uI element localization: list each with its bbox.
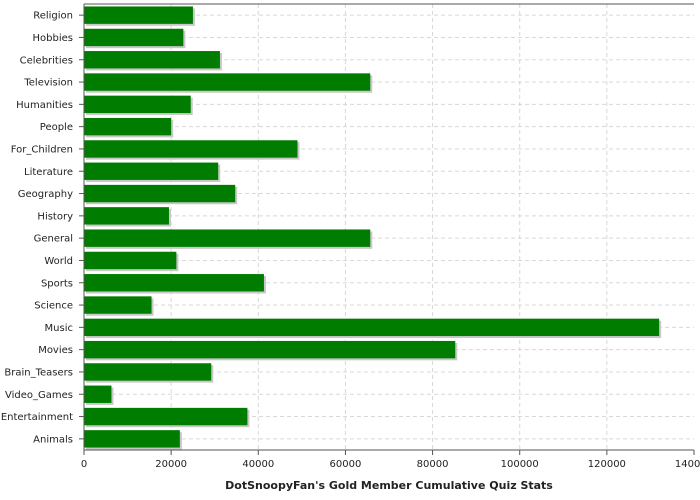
bar-television [84, 73, 371, 91]
category-labels: Religion Hobbies Celebrities Television Huma… [1, 11, 84, 445]
category-label: Celebrities [20, 55, 73, 66]
x-tick-label: 20000 [155, 459, 187, 470]
category-label: Brain_Teasers [4, 367, 73, 378]
grid-lines [84, 4, 694, 450]
category-label: Video_Games [5, 390, 73, 401]
category-label: Geography [18, 189, 73, 200]
bar-geography [84, 184, 236, 203]
category-label: Literature [24, 167, 73, 178]
bar-celebrities [84, 51, 220, 69]
bar-sports [84, 274, 264, 292]
category-label: Entertainment [1, 412, 73, 423]
bars [84, 6, 662, 450]
category-label: Religion [33, 11, 73, 22]
x-tick-label: 60000 [330, 459, 362, 470]
category-label: Sports [41, 278, 73, 289]
category-label: Humanities [16, 100, 73, 111]
category-label: History [37, 211, 73, 222]
bar-science [84, 296, 152, 314]
category-label: Television [23, 78, 73, 89]
bar-entertainment [84, 407, 248, 426]
x-tick-label: 0 [81, 459, 87, 470]
bar-video-games [84, 385, 112, 403]
x-tick-label: 100000 [501, 459, 539, 470]
bar-people [84, 117, 172, 136]
bar-music [84, 318, 660, 337]
category-label: Animals [33, 434, 73, 445]
category-label: Science [34, 301, 73, 312]
bar-hobbies [84, 28, 184, 47]
category-label: General [34, 234, 73, 245]
bar-literature [84, 162, 219, 180]
x-tick-label: 40000 [242, 459, 274, 470]
x-axis-label: DotSnoopyFan's Gold Member Cumulative Qu… [225, 479, 553, 492]
category-label: Music [45, 323, 73, 334]
bar-general [84, 229, 371, 247]
x-axis-ticks: 0 20000 40000 60000 80000 100000 120000 140000 [81, 450, 700, 470]
bar-history [84, 207, 169, 225]
bar-animals [84, 430, 180, 448]
category-label: For_Children [11, 144, 73, 155]
bar-brain-teasers [84, 363, 212, 381]
axes [83, 3, 694, 451]
category-label: People [40, 122, 73, 133]
bar-for-children [84, 140, 298, 158]
x-tick-label: 120000 [588, 459, 626, 470]
bar-world [84, 251, 177, 270]
category-label: Movies [38, 345, 73, 356]
bar-religion [84, 6, 193, 24]
x-tick-label: 140000 [675, 459, 700, 470]
category-label: World [44, 256, 73, 267]
x-tick-label: 80000 [417, 459, 449, 470]
category-label: Hobbies [33, 33, 73, 44]
bar-movies [84, 340, 456, 359]
bar-humanities [84, 95, 191, 114]
